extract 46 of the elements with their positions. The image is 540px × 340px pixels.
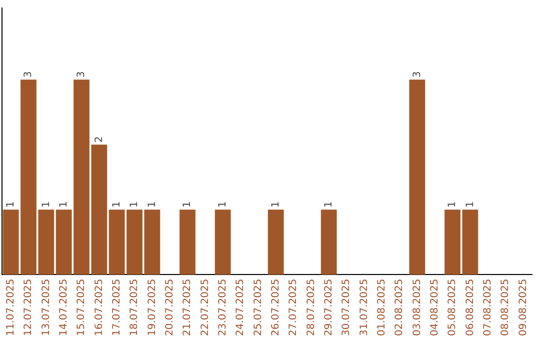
data-label: 2 [94, 136, 105, 143]
x-tick-label: 05.08.2025 [447, 278, 458, 336]
x-tick-label: 28.07.2025 [306, 278, 317, 336]
x-tick-label: 08.08.2025 [500, 278, 512, 336]
x-tick-label: 01.08.2025 [376, 278, 388, 336]
x-tick-label: 07.08.2025 [482, 278, 494, 336]
x-tick-label: 22.07.2025 [200, 278, 211, 336]
data-label: 1 [217, 201, 228, 208]
data-label: 1 [129, 201, 140, 208]
x-tick-label: 25.07.2025 [252, 278, 264, 336]
x-tick-label: 24.07.2025 [235, 278, 246, 336]
x-tick-label: 18.07.2025 [129, 278, 140, 336]
x-tick-label: 21.07.2025 [182, 278, 194, 336]
data-label: 1 [146, 201, 158, 208]
data-label: 1 [111, 201, 122, 208]
data-label: 1 [58, 201, 70, 208]
x-tick-label: 11.07.2025 [5, 278, 16, 336]
x-tick-label: 31.07.2025 [358, 278, 370, 336]
data-label: 1 [40, 201, 52, 208]
data-label: 1 [323, 201, 334, 208]
x-tick-label: 09.08.2025 [518, 278, 529, 336]
x-tick-label: 27.07.2025 [288, 278, 300, 336]
x-tick-label: 02.08.2025 [394, 278, 406, 336]
x-tick-label: 19.07.2025 [146, 278, 158, 336]
x-tick-label: 03.08.2025 [412, 278, 423, 336]
x-tick-label: 20.07.2025 [164, 278, 176, 336]
data-label: 1 [5, 201, 16, 208]
x-tick-label: 30.07.2025 [341, 278, 352, 336]
x-tick-label: 04.08.2025 [429, 278, 440, 336]
x-tick-label: 17.07.2025 [111, 278, 122, 336]
x-tick-label: 06.08.2025 [464, 278, 476, 336]
x-tick-label: 29.07.2025 [323, 278, 334, 336]
x-tick-label: 13.07.2025 [40, 278, 52, 336]
data-label: 3 [76, 71, 88, 78]
x-tick-label: 16.07.2025 [94, 278, 105, 336]
data-label: 1 [464, 201, 476, 208]
x-tick-label: 23.07.2025 [217, 278, 228, 336]
x-tick-label: 14.07.2025 [58, 278, 70, 336]
data-label: 3 [23, 71, 34, 78]
x-tick-label: 26.07.2025 [270, 278, 282, 336]
data-label: 1 [270, 201, 282, 208]
data-label: 1 [447, 201, 458, 208]
x-tick-label: 12.07.2025 [23, 278, 34, 336]
data-label: 1 [182, 201, 194, 208]
data-label: 3 [412, 71, 423, 78]
x-tick-label: 15.07.2025 [76, 278, 88, 336]
